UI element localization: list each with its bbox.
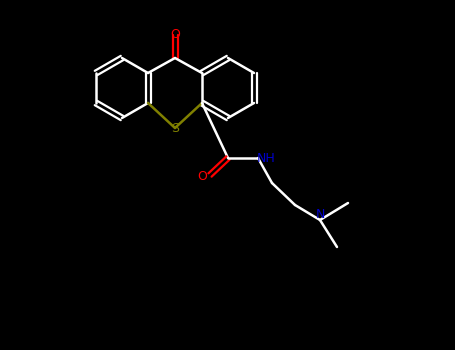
Text: O: O bbox=[170, 28, 180, 42]
Text: S: S bbox=[171, 121, 179, 134]
Text: N: N bbox=[315, 209, 325, 222]
Text: O: O bbox=[197, 170, 207, 183]
Text: NH: NH bbox=[257, 152, 275, 164]
